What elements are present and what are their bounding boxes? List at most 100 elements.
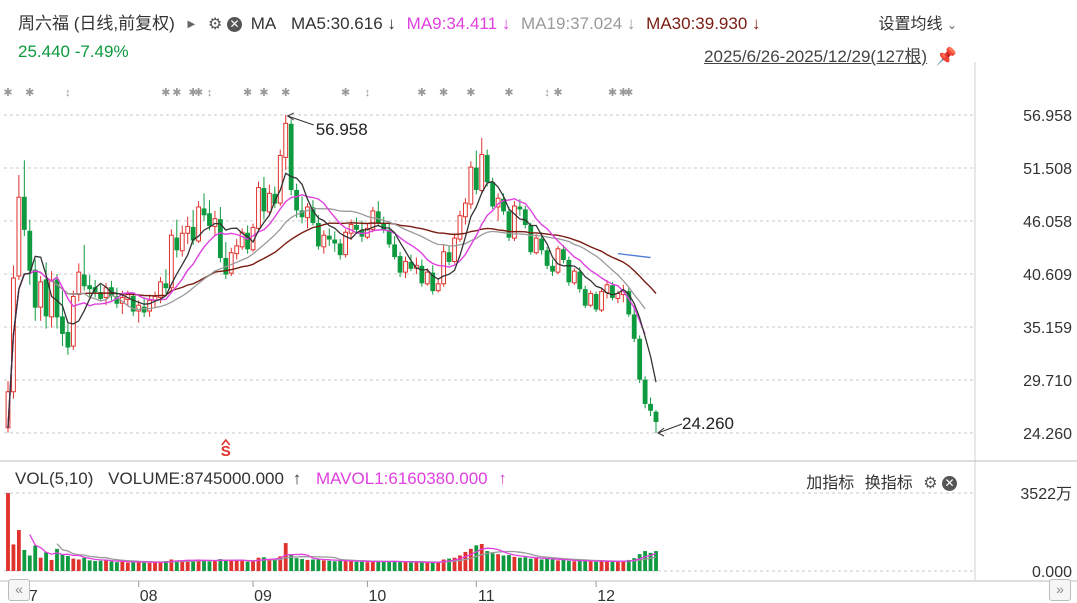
stock-title: 周六福 (日线,前复权) (18, 14, 175, 33)
close-icon[interactable]: ✕ (227, 17, 243, 32)
candle-body (294, 189, 300, 211)
volume-bar (71, 558, 76, 571)
date-range[interactable]: 2025/6/26-2025/12/29(127根) 📌 (704, 42, 957, 67)
x-tick-label: 09 (254, 588, 272, 603)
scroll-right-button[interactable]: » (1049, 579, 1071, 601)
ma-settings-button[interactable]: 设置均线 ⌄ (878, 10, 957, 34)
volume-bar (256, 557, 261, 571)
ma9-value: MA9:34.411 (406, 14, 498, 33)
volume-bar (430, 562, 435, 571)
gear-icon[interactable]: ⚙ (207, 16, 223, 33)
candle-body (179, 232, 185, 252)
volume-bar (104, 559, 108, 571)
pin-icon[interactable]: 📌 (935, 47, 957, 66)
event-marker-icon: ✱ (3, 87, 12, 99)
candle-body (419, 265, 425, 284)
event-marker-icon: ✱ (189, 87, 198, 99)
candle-body (648, 403, 653, 411)
volume-bar (169, 559, 174, 571)
volume-bar (561, 559, 566, 571)
close-icon[interactable]: ✕ (942, 476, 957, 491)
scroll-left-button[interactable]: « (8, 579, 30, 601)
grid (0, 62, 1077, 587)
volume-bar (49, 559, 54, 571)
ma5-value: MA5:30.616 (291, 14, 383, 33)
candle-body (185, 225, 191, 234)
expand-arrow-icon[interactable]: ▶ (187, 19, 196, 30)
volume-bar (321, 560, 326, 571)
volume-bar (447, 558, 451, 571)
candle-body (386, 229, 392, 245)
volume-bar (87, 560, 92, 571)
volume-bar (507, 555, 511, 571)
candle-body (283, 122, 289, 158)
ma-settings-label: 设置均线 (878, 16, 943, 33)
volume-bar (566, 560, 571, 571)
candle-body (512, 205, 517, 239)
volume-bar (305, 559, 310, 571)
candle-body (441, 251, 447, 285)
event-markers: S✱ ✱ ↕ ✱ ✱ ✱✱ ↕ ✱ ✱ ✱ ✱ ↕ ✱ ✱ ✱ ✱ ↕ ✱ ✱ ✱✱ (3, 87, 633, 460)
volume-bar (452, 557, 457, 571)
volume-bar (512, 556, 517, 571)
event-marker-icon: ✱ (194, 87, 203, 99)
volume-bar (65, 555, 70, 571)
axis-labels: 56.958 51.508 46.058 40.609 35.159 29.710 24.2… (20, 108, 1072, 603)
volume-bar (22, 549, 27, 571)
candle-body (637, 338, 643, 380)
candle-body (539, 238, 545, 251)
max-pointer-head (286, 112, 294, 121)
candle-body (343, 231, 349, 256)
candle-body (49, 280, 54, 318)
event-marker-icon: ✱ (624, 87, 633, 99)
volume-bar (392, 561, 397, 571)
signal-marker: S (221, 443, 231, 460)
volume-bar (463, 551, 468, 571)
volume-value: VOLUME:8745000.000 (108, 469, 284, 488)
event-marker-icon: ✱ (439, 87, 448, 99)
volume-bar (125, 562, 130, 571)
volume-bar (153, 562, 157, 571)
volume-bar (610, 561, 615, 571)
event-marker-icon: ✱ (553, 87, 562, 99)
change-indicator-button[interactable]: 换指标 (864, 475, 913, 492)
volume-bar (229, 560, 234, 571)
candle-body (245, 232, 251, 250)
volume-bar (278, 556, 283, 571)
x-tick-label: 12 (597, 588, 615, 603)
candle-body (555, 248, 561, 273)
candle-body (256, 187, 261, 229)
volume-bar (289, 555, 294, 571)
volume-bar (60, 554, 65, 571)
volume-bar (82, 557, 87, 571)
volume-bar (354, 561, 359, 571)
candle-body (158, 281, 163, 298)
candle-body (446, 252, 452, 262)
candle-body (457, 215, 463, 240)
event-marker-icon: ✱ (259, 87, 268, 99)
candle-body (544, 250, 550, 266)
candle-body (212, 218, 218, 227)
volume-bar (403, 562, 408, 571)
candle-body (239, 231, 245, 248)
candle-body (277, 154, 283, 204)
volume-bar (191, 560, 196, 571)
candle-body (65, 331, 71, 348)
volume-bar (654, 551, 658, 571)
candle-body (490, 182, 496, 207)
max-pointer (287, 115, 314, 126)
max-price-label: 56.958 (316, 120, 368, 139)
volume-bar (572, 561, 577, 571)
candle-body (408, 261, 414, 269)
candle-body (130, 295, 136, 312)
candle-body (207, 213, 212, 226)
volume-bar (338, 560, 343, 571)
gear-icon[interactable]: ⚙ (923, 475, 938, 492)
candle-body (599, 291, 604, 311)
volume-bar (599, 560, 604, 571)
volume-bar (534, 558, 539, 571)
candle-body (370, 210, 376, 230)
add-indicator-button[interactable]: 加指标 (806, 475, 855, 492)
ma5-trend-icon: ↓ (387, 14, 396, 33)
